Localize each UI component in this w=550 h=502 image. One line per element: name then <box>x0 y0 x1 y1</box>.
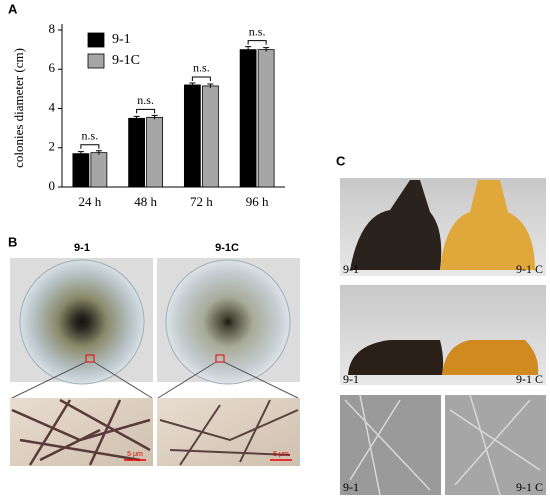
y-tick-label: 0 <box>49 178 56 193</box>
bar <box>257 49 275 188</box>
bar <box>90 152 108 188</box>
panel-label: C <box>336 153 346 168</box>
annotation: n.s. <box>137 93 154 107</box>
y-axis-label: colonies diameter (cm) <box>11 48 26 168</box>
error-bar <box>207 83 214 88</box>
strain-label: 9-1C <box>215 242 239 254</box>
flask-dark <box>350 180 442 270</box>
bar <box>239 49 257 188</box>
zoom-line <box>11 361 87 399</box>
legend-label: 9-1 <box>112 32 131 47</box>
colony <box>165 259 291 385</box>
hyphae <box>344 394 541 496</box>
error-bar <box>133 115 140 121</box>
x-tick-label: 48 h <box>134 194 157 209</box>
zoom-line <box>157 361 217 399</box>
flask-orange <box>442 340 539 375</box>
error-bar <box>189 82 196 87</box>
row-label: 9-1 <box>343 480 359 494</box>
y-tick-label: 8 <box>49 21 56 36</box>
y-tick-label: 6 <box>49 60 56 75</box>
bar <box>128 117 146 188</box>
hyphae <box>11 398 151 466</box>
hyphae <box>159 399 299 466</box>
error-bar <box>95 150 102 155</box>
y-tick-label: 4 <box>49 99 56 114</box>
colony <box>19 259 145 385</box>
error-bar <box>151 114 158 120</box>
zoom-line <box>223 361 299 399</box>
annotation: n.s. <box>249 24 266 38</box>
annotation: n.s. <box>82 128 99 142</box>
zoom-box <box>85 354 95 363</box>
micrograph <box>10 398 153 466</box>
x-tick-label: 96 h <box>246 194 269 209</box>
row-label: 9-1 C <box>516 480 543 494</box>
bar <box>201 85 219 188</box>
bracket <box>191 76 211 81</box>
legend-swatch <box>87 32 105 48</box>
error-bar <box>263 47 270 52</box>
row-label: 9-1 <box>343 262 359 276</box>
legend-swatch <box>87 53 105 69</box>
bracket <box>136 108 156 114</box>
y-tick-label: 2 <box>49 139 56 154</box>
flask-orange <box>440 180 535 270</box>
annotation: n.s. <box>193 61 210 75</box>
x-tick-label: 24 h <box>79 194 102 209</box>
row-label: 9-1 C <box>516 262 543 276</box>
panel-label: B <box>8 234 17 249</box>
scale-label: 5 μm <box>273 451 289 458</box>
x-tick-label: 72 h <box>190 194 213 209</box>
zoom-box <box>215 354 225 363</box>
bar <box>146 116 164 188</box>
bracket <box>80 144 100 149</box>
row-label: 9-1 <box>343 372 359 386</box>
flask-dark <box>348 340 444 375</box>
row-label: 9-1 C <box>516 372 543 386</box>
bracket <box>247 40 267 45</box>
zoom-line <box>93 361 153 399</box>
bar <box>72 153 90 188</box>
panel-label: A <box>8 1 18 16</box>
error-bar <box>245 46 252 53</box>
strain-label: 9-1 <box>74 242 90 254</box>
bar <box>183 84 201 188</box>
error-bar <box>77 151 84 156</box>
legend-label: 9-1C <box>112 53 140 68</box>
scale-label: 5 μm <box>127 451 143 458</box>
